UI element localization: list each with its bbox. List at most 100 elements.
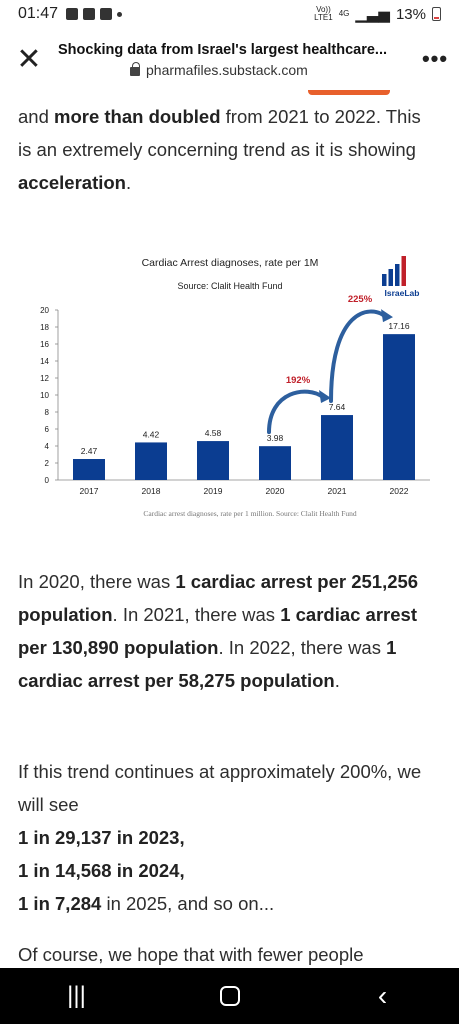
p3-line-2024: 1 in 14,568 in 2024, bbox=[18, 860, 185, 881]
p2-text-a: In 2020, there was bbox=[18, 571, 176, 592]
growth-arrow-head bbox=[319, 390, 331, 404]
article-paragraph-1: and more than doubled from 2021 to 2022.… bbox=[18, 100, 438, 199]
chart-title: Cardiac Arrest diagnoses, rate per 1M bbox=[142, 257, 319, 269]
paragraph-2: In 2020, there was 1 cardiac arrest per … bbox=[18, 565, 438, 697]
p1-bold-a: more than doubled bbox=[54, 106, 221, 127]
alert-icon bbox=[66, 8, 79, 20]
chart-caption: Cardiac arrest diagnoses, rate per 1 mil… bbox=[143, 509, 357, 518]
x-tick-label: 2021 bbox=[328, 486, 347, 496]
data-label-2017: 2.47 bbox=[81, 446, 98, 456]
status-right: Vo)) LTE1 4G ▁▃▅ 13% bbox=[314, 5, 441, 23]
p1-text-b: from 2021 to 2022. This is an extremely … bbox=[18, 106, 421, 160]
p3-intro: If this trend continues at approximately… bbox=[18, 761, 422, 815]
p2-text-c: . In 2022, there was bbox=[218, 637, 387, 658]
growth-arrow bbox=[329, 309, 387, 404]
more-options-button[interactable]: ••• bbox=[411, 46, 459, 72]
x-tick-label: 2022 bbox=[390, 486, 409, 496]
notification-icons bbox=[66, 8, 123, 20]
x-tick-label: 2019 bbox=[204, 486, 223, 496]
volte-indicator: Vo)) LTE1 bbox=[314, 6, 333, 22]
paragraph-1: and more than doubled from 2021 to 2022.… bbox=[18, 100, 438, 199]
volte-label: Vo)) bbox=[316, 5, 331, 14]
logo-bar bbox=[388, 269, 393, 286]
bar-2018 bbox=[135, 442, 167, 480]
y-tick-label: 10 bbox=[40, 391, 49, 400]
p2-bold-c: 1 cardiac arrest per 58,275 population bbox=[18, 637, 397, 691]
x-tick-label: 2017 bbox=[80, 486, 99, 496]
mail-icon bbox=[100, 8, 113, 20]
close-tab-button[interactable]: ✕ bbox=[0, 28, 58, 90]
bar-2020 bbox=[259, 446, 291, 480]
title-block: Shocking data from Israel's largest heal… bbox=[58, 40, 411, 78]
data-label-2019: 4.58 bbox=[205, 428, 222, 438]
growth-arrow bbox=[267, 389, 325, 435]
p3-line-2025-text: in 2025, and so on... bbox=[101, 893, 275, 914]
recent-apps-button[interactable]: ||| bbox=[37, 968, 117, 1024]
chart-image[interactable]: Cardiac Arrest diagnoses, rate per 1M Sou… bbox=[20, 240, 440, 525]
back-icon: ‹ bbox=[377, 980, 388, 1011]
p2-bold-a: 1 cardiac arrest per 251,256 population bbox=[18, 571, 419, 625]
y-tick-label: 20 bbox=[40, 306, 49, 315]
x-tick-label: 2018 bbox=[142, 486, 161, 496]
home-button[interactable] bbox=[190, 968, 270, 1024]
network-4g-indicator: 4G bbox=[338, 9, 350, 18]
status-time: 01:47 bbox=[18, 5, 59, 22]
signal-icon: ▁▃▅ bbox=[355, 6, 390, 23]
logo-bar bbox=[395, 264, 400, 286]
y-tick-label: 18 bbox=[40, 323, 49, 332]
p2-bold-b: 1 cardiac arrest per 130,890 population bbox=[18, 604, 417, 658]
y-tick-label: 2 bbox=[45, 459, 50, 468]
article-paragraph-4: Of course, we hope that with fewer peopl… bbox=[18, 938, 438, 971]
lte-label: LTE1 bbox=[314, 13, 333, 22]
growth-arrow-head bbox=[381, 309, 393, 323]
y-tick-label: 12 bbox=[40, 374, 49, 383]
battery-percent: 13% bbox=[395, 5, 426, 23]
browser-toolbar: ✕ Shocking data from Israel's largest he… bbox=[0, 28, 459, 90]
y-tick-label: 4 bbox=[45, 442, 50, 451]
growth-annotation: 225% bbox=[348, 294, 373, 305]
y-tick-label: 14 bbox=[40, 357, 49, 366]
article-paragraph-2: In 2020, there was 1 cardiac arrest per … bbox=[18, 565, 438, 697]
more-notifications-icon bbox=[117, 11, 123, 17]
paragraph-3: If this trend continues at approximately… bbox=[18, 755, 438, 920]
p1-text-a: and bbox=[18, 106, 55, 127]
p3-line-2023: 1 in 29,137 in 2023, bbox=[18, 827, 185, 848]
logo-bar bbox=[382, 274, 387, 286]
y-tick-label: 16 bbox=[40, 340, 49, 349]
close-icon: ✕ bbox=[16, 42, 42, 76]
x-tick-label: 2020 bbox=[266, 486, 285, 496]
p2-text-d: . bbox=[334, 670, 340, 691]
lock-icon bbox=[130, 62, 140, 76]
page-title: Shocking data from Israel's largest heal… bbox=[58, 42, 388, 58]
back-button[interactable]: ‹ bbox=[343, 968, 423, 1024]
data-label-2018: 4.42 bbox=[143, 429, 160, 439]
growth-annotation: 192% bbox=[286, 375, 311, 386]
p2-text-b: . In 2021, there was bbox=[112, 604, 281, 625]
url-row[interactable]: pharmafiles.substack.com bbox=[130, 62, 411, 78]
p1-bold-b: acceleration bbox=[18, 172, 126, 193]
gallery-icon bbox=[83, 8, 96, 20]
home-icon bbox=[219, 986, 240, 1006]
logo-text: IsraeLab bbox=[385, 288, 420, 298]
more-vert-icon: ••• bbox=[421, 46, 449, 71]
data-label-2020: 3.98 bbox=[267, 433, 284, 443]
paragraph-4: Of course, we hope that with fewer peopl… bbox=[18, 944, 364, 965]
chart-subtitle: Source: Clalit Health Fund bbox=[177, 281, 282, 291]
bar-2021 bbox=[321, 415, 353, 480]
data-label-2022: 17.16 bbox=[388, 321, 410, 331]
article-paragraph-3: If this trend continues at approximately… bbox=[18, 755, 438, 920]
data-label-2021: 7.64 bbox=[329, 402, 346, 412]
battery-icon bbox=[432, 7, 441, 21]
p1-text-c: . bbox=[125, 172, 132, 193]
subscribe-button-edge[interactable] bbox=[308, 90, 390, 95]
bar-chart: Cardiac Arrest diagnoses, rate per 1M Sou… bbox=[40, 256, 430, 518]
p3-line-2025-bold: 1 in 7,284 bbox=[18, 893, 102, 914]
y-tick-label: 0 bbox=[45, 476, 50, 485]
y-tick-label: 6 bbox=[45, 425, 50, 434]
bar-2017 bbox=[73, 459, 105, 480]
recent-apps-icon: ||| bbox=[67, 982, 86, 1009]
bar-2019 bbox=[197, 441, 229, 480]
status-bar: 01:47 Vo)) LTE1 4G ▁▃▅ 13% bbox=[0, 0, 459, 28]
system-nav-bar: ||| ‹ bbox=[0, 968, 459, 1024]
y-tick-label: 8 bbox=[45, 408, 50, 417]
